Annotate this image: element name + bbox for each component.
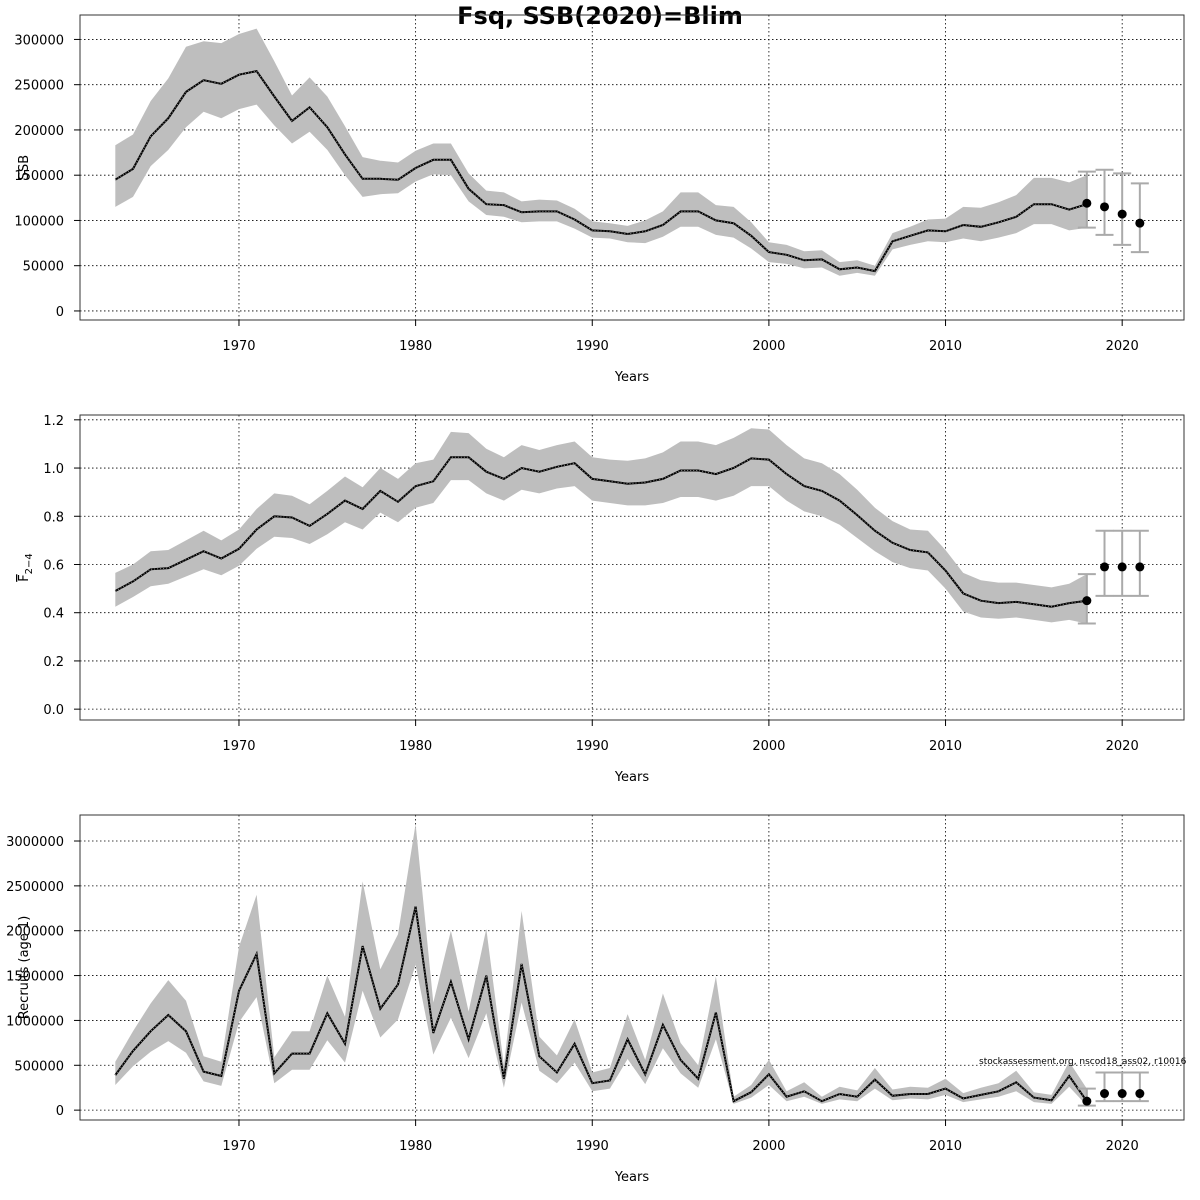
x-tick-label: 1990: [576, 339, 609, 354]
y-tick-label: 0.6: [43, 558, 64, 573]
x-tick-label: 2020: [1106, 1139, 1139, 1154]
forecast-point: [1100, 562, 1110, 572]
y-axis-label: SSB: [17, 155, 32, 180]
panel-2: 0.0 0.2 0.4 0.6 0.8 1.0 1.2 1970 1980 1990 2000 201…: [17, 414, 1185, 785]
forecast-point: [1082, 1096, 1092, 1106]
x-tick-label: 2020: [1106, 339, 1139, 354]
y-tick-label: 1000000: [6, 1014, 64, 1029]
forecast-point: [1117, 1089, 1127, 1099]
x-tick-label: 2010: [929, 1139, 962, 1154]
x-axis-label: Years: [614, 1170, 650, 1185]
x-tick-label: 2000: [752, 339, 785, 354]
y-tick-label: 200000: [14, 124, 64, 139]
forecast-point: [1135, 1089, 1145, 1099]
y-tick-label: 0.4: [43, 607, 64, 622]
plot-frame: [79, 414, 1185, 721]
y-axis-label: Recruits (age 1): [17, 916, 32, 1020]
credit-text: stockassessment.org, nscod18_ass02, r100…: [979, 1057, 1187, 1067]
x-tick-label: 1980: [399, 1139, 432, 1154]
forecast-point: [1117, 562, 1127, 572]
y-tick-label: 250000: [14, 79, 64, 94]
estimate-line-overlay: [115, 70, 1087, 272]
y-tick-label: 50000: [23, 260, 64, 275]
x-tick-label: 2010: [929, 739, 962, 754]
y-tick-label: 0: [56, 305, 64, 320]
forecast-point: [1082, 596, 1092, 606]
x-axis-label: Years: [614, 370, 650, 385]
y-tick-label: 0.2: [43, 655, 64, 670]
x-tick-label: 2000: [752, 1139, 785, 1154]
x-tick-label: 1980: [399, 739, 432, 754]
y-tick-label: 2500000: [6, 880, 64, 895]
confidence-band: [115, 824, 1087, 1106]
x-tick-label: 1990: [576, 1139, 609, 1154]
y-tick-label: 0.8: [43, 510, 64, 525]
y-tick-label: 1.2: [43, 414, 64, 429]
y-tick-label: 150000: [14, 169, 64, 184]
forecast-point: [1082, 198, 1092, 208]
panel-1: 0 50000 100000 150000 200000 250000 300000 1970…: [14, 14, 1185, 385]
x-tick-label: 1970: [222, 1139, 255, 1154]
x-axis-label: Years: [614, 770, 650, 785]
y-tick-label: 0: [56, 1104, 64, 1119]
y-tick-label: 300000: [14, 33, 64, 48]
forecast-point: [1135, 562, 1145, 572]
forecast-point: [1100, 202, 1110, 212]
y-axis-label: F2−4: [17, 553, 35, 582]
forecast-point: [1117, 209, 1127, 219]
x-tick-label: 2000: [752, 739, 785, 754]
y-tick-label: 1.0: [43, 462, 64, 477]
panel-3: 0 500000 1000000 1500000 2000000 2500000 30000…: [6, 814, 1185, 1185]
y-tick-label: 2000000: [6, 925, 64, 940]
x-tick-label: 2020: [1106, 739, 1139, 754]
plot-frame: [79, 814, 1185, 1121]
y-tick-label: 100000: [14, 214, 64, 229]
x-tick-label: 1970: [222, 739, 255, 754]
forecast-point: [1100, 1089, 1110, 1099]
estimate-line-overlay: [115, 456, 1087, 608]
y-tick-label: 1500000: [6, 970, 64, 985]
chart-title: Fsq, SSB(2020)=Blim: [457, 2, 743, 30]
y-tick-label: 500000: [14, 1059, 64, 1074]
confidence-band: [115, 28, 1087, 276]
forecast-point: [1135, 218, 1145, 228]
x-tick-label: 1970: [222, 339, 255, 354]
y-tick-label: 3000000: [6, 835, 64, 850]
x-tick-label: 1990: [576, 739, 609, 754]
y-tick-label: 0.0: [43, 703, 64, 718]
estimate-line-overlay: [114, 906, 1088, 1102]
plot-frame: [79, 14, 1185, 321]
x-tick-label: 1980: [399, 339, 432, 354]
x-tick-label: 2010: [929, 339, 962, 354]
